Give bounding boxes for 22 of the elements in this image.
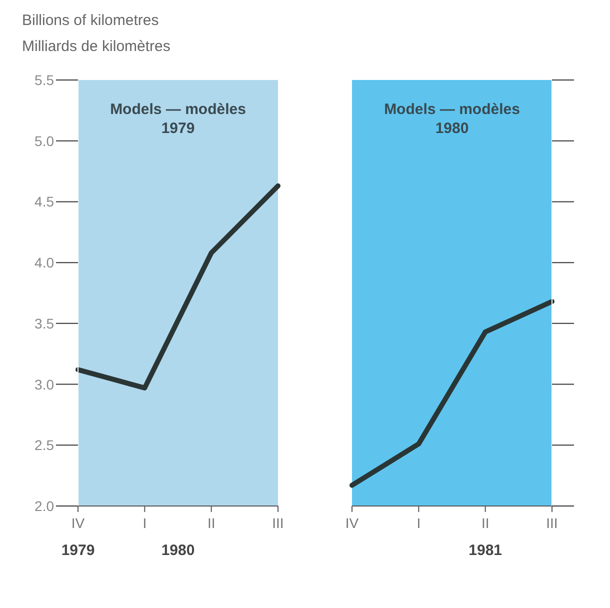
x-tick-label: IV xyxy=(345,514,360,531)
x-tick-label: III xyxy=(272,514,284,531)
band-label: Models — modèles 1980 xyxy=(384,101,520,137)
x-tick-label: IV xyxy=(71,514,86,531)
x-tick-label: I xyxy=(142,514,147,531)
y-tick-label: 3.5 xyxy=(34,315,54,332)
y-tick-label: 2.0 xyxy=(34,498,54,514)
band-label: Models — modèles 1979 xyxy=(110,101,246,137)
y-tick-label: 4.5 xyxy=(34,194,54,210)
text: 1979 xyxy=(60,542,96,559)
y-tick-label: 2.5 xyxy=(34,437,54,454)
text: 1980 xyxy=(160,542,196,559)
y-tick-label: 5.5 xyxy=(34,72,54,88)
x-tick-label: II xyxy=(207,514,216,531)
x-tick-label: III xyxy=(546,514,558,531)
x-tick-label: II xyxy=(481,514,490,531)
y-tick-label: 5.0 xyxy=(34,132,54,149)
text: 1981 xyxy=(468,542,504,559)
y-tick-label: 3.0 xyxy=(34,376,54,392)
y-tick-label: 4.0 xyxy=(34,254,54,271)
y-axis-title: Billions of kilometres Milliards de kilomètres xyxy=(22,11,172,57)
x-tick-label: I xyxy=(416,514,421,531)
